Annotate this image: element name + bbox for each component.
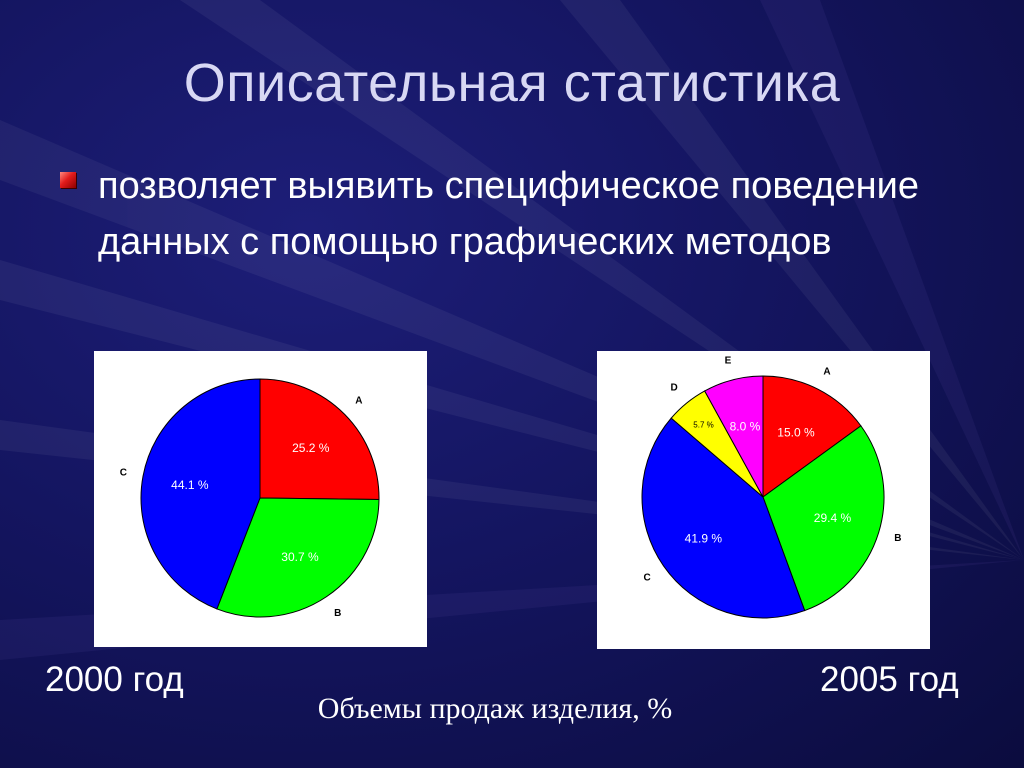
pie2-category-label-B: B — [894, 533, 901, 544]
chart-caption: Объемы продаж изделия, % — [317, 692, 673, 725]
pie2-value-label-A: 15.0 % — [777, 425, 815, 439]
pie-chart-2000-svg: 25.2 % A 30.7 % B 44.1 % C — [120, 378, 380, 619]
pie2-value-label-E: 8.0 % — [730, 420, 761, 434]
pie2-value-label-C: 41.9 % — [685, 531, 723, 545]
pie2-slice-A — [762, 375, 862, 498]
pie1-value-label-B: 30.7 % — [281, 550, 319, 564]
year-label-2000: 2000 год — [45, 660, 184, 699]
bullet-text: позволяет выявить специфическое поведени… — [98, 165, 920, 263]
pie2-category-label-A: A — [823, 366, 830, 377]
pie1-slice-C — [140, 378, 261, 610]
pie2-category-label-C: C — [644, 572, 651, 583]
pie1-slice-A — [259, 378, 380, 501]
pie2-value-label-D: 5.7 % — [693, 421, 713, 430]
pie1-value-label-C: 44.1 % — [171, 478, 209, 492]
pie2-slice-C — [641, 417, 806, 619]
bullet-square-icon — [60, 172, 76, 188]
slide-title: Описательная статистика — [183, 53, 841, 113]
pie1-category-label-C: C — [120, 467, 127, 478]
pie-chart-2005: 15.0 % A 29.4 % B 41.9 % C 5.7 % D 8.0 % E — [597, 351, 930, 649]
pie2-slice-E — [704, 375, 764, 498]
pie2-category-label-D: D — [671, 383, 678, 394]
pie1-category-label-B: B — [334, 608, 341, 619]
pie-chart-2000: 25.2 % A 30.7 % B 44.1 % C — [94, 351, 427, 647]
pie1-value-label-A: 25.2 % — [292, 441, 330, 455]
pie2-category-label-E: E — [725, 355, 732, 366]
year-label-2005: 2005 год — [820, 660, 959, 699]
pie-chart-2005-svg: 15.0 % A 29.4 % B 41.9 % C 5.7 % D 8.0 % E — [641, 355, 902, 619]
pie2-slice-B — [762, 425, 885, 612]
pie2-value-label-B: 29.4 % — [814, 511, 852, 525]
pie1-category-label-A: A — [355, 395, 362, 406]
pie1-slice-B — [216, 497, 380, 618]
